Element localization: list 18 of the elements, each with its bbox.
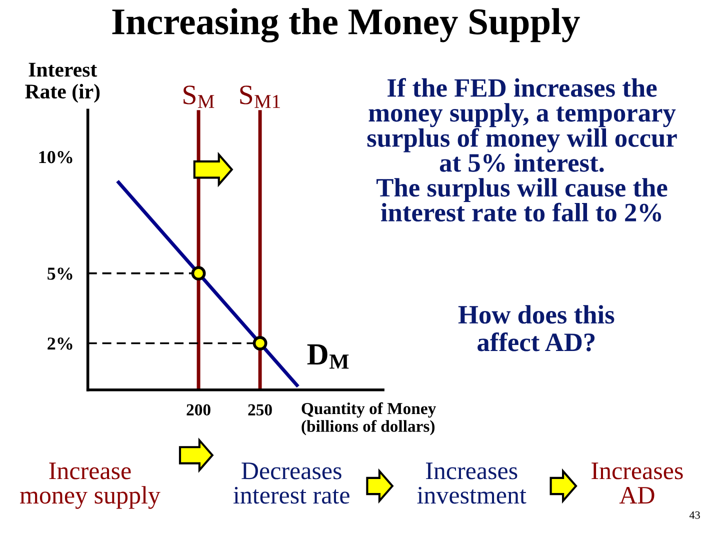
y-tick-label: 5% xyxy=(48,268,72,280)
text: How does this affect AD? xyxy=(458,305,614,352)
x-tick-label: 250 xyxy=(248,404,272,416)
chart-title: Increasing the Money Supply xyxy=(112,8,580,42)
series-label: S$_{M1}$ xyxy=(240,86,280,108)
series-label: S$_{M}$ xyxy=(184,86,214,108)
y-tick-label: 10% xyxy=(39,151,72,164)
x-axis-title: Quantity of Money (billions of dollars) xyxy=(302,402,436,436)
text: Increase money supply xyxy=(20,462,160,509)
text: Decreases interest rate xyxy=(233,462,350,504)
text: 43 xyxy=(689,511,700,519)
x-tick-label: 200 xyxy=(186,404,210,416)
series-label: D$_{M}$ xyxy=(307,344,349,369)
text: Increases AD xyxy=(592,462,683,504)
y-tick-label: 2% xyxy=(48,338,72,350)
text: Increases investment xyxy=(417,462,526,504)
annotation: If the FED increases the money supply, a temporary surplus of money will occur at 5% interest. The surplus will cause the interest rate to fall to 2% xyxy=(367,78,677,222)
y-axis-title: Interest Rate (ir) xyxy=(25,62,100,103)
